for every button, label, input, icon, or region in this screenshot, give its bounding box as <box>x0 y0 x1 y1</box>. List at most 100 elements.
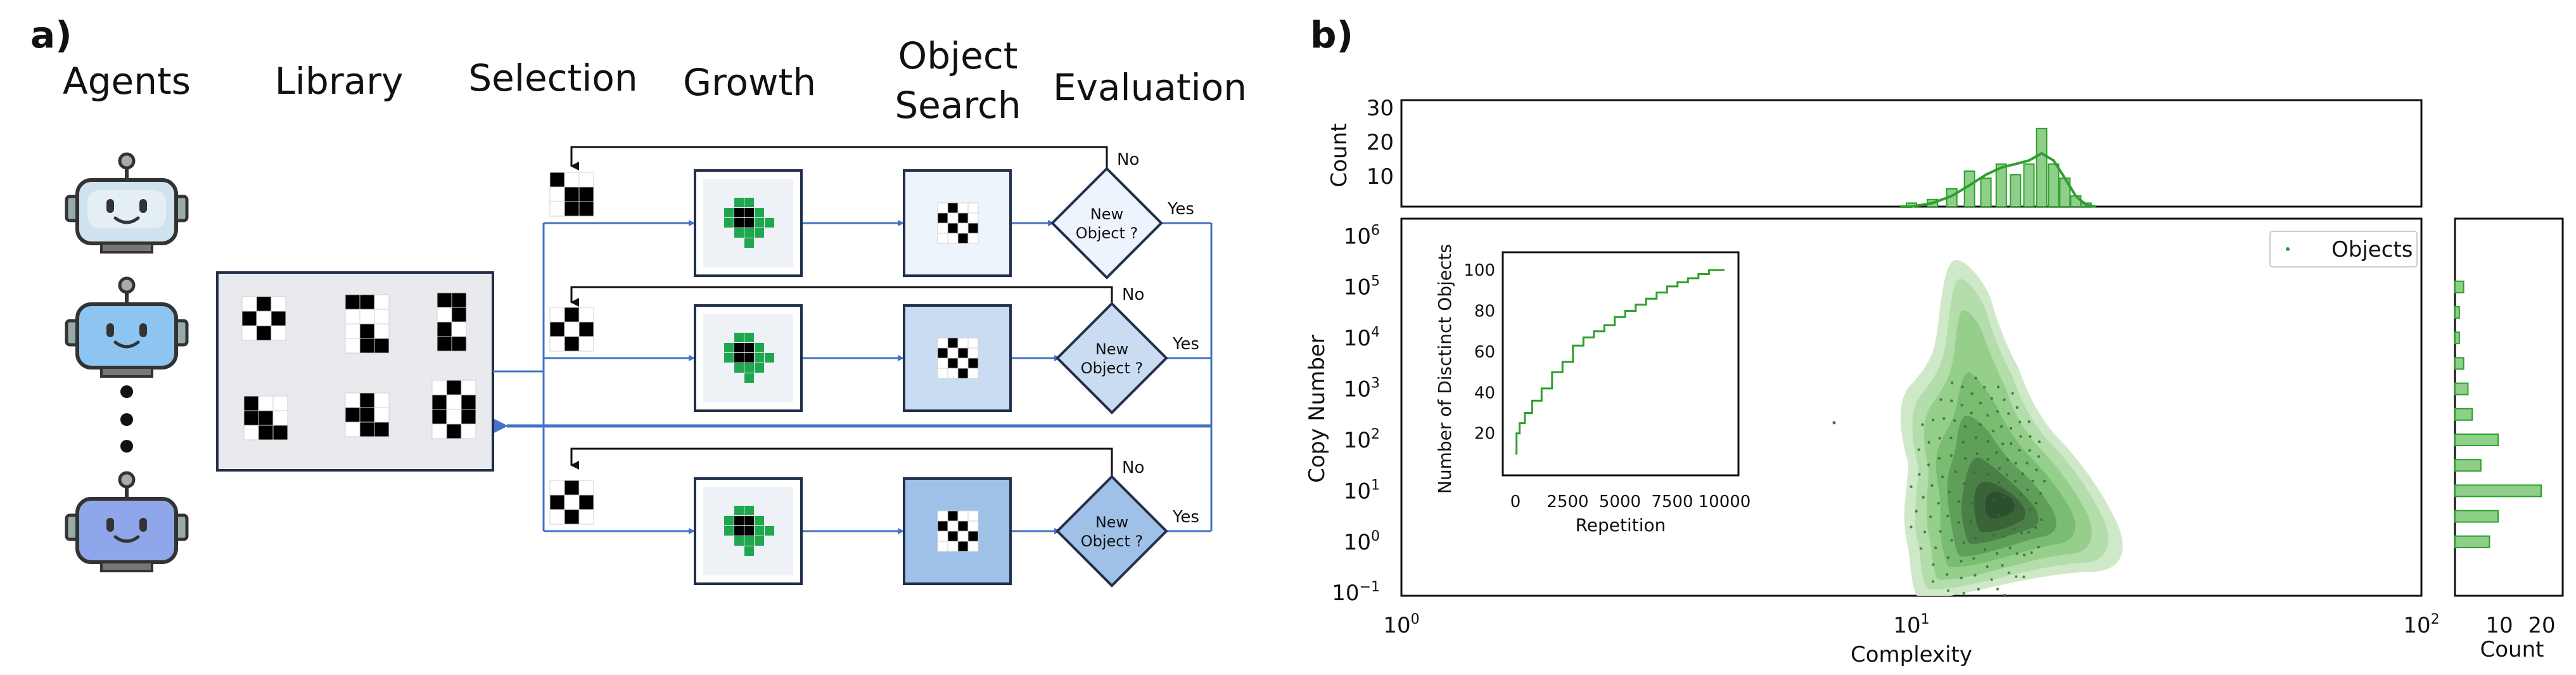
object-point <box>1986 414 1989 417</box>
object-point <box>2030 551 2033 555</box>
growth-cell <box>724 516 734 525</box>
no-label: No <box>1117 150 1139 169</box>
object-point <box>1957 521 1960 524</box>
object-point <box>1946 573 1949 576</box>
pattern-cell <box>461 380 476 395</box>
growth-cell <box>744 363 754 373</box>
pattern-cell <box>937 541 948 552</box>
object-point <box>1974 376 1977 380</box>
pattern-cell <box>967 357 979 369</box>
object-point <box>1930 484 1934 487</box>
robot-agent-icon <box>65 152 189 254</box>
pattern-cell <box>359 392 375 408</box>
decision-diamond <box>1055 475 1168 588</box>
pattern-cell <box>947 368 959 379</box>
pattern-cell <box>271 311 286 326</box>
pattern-cell <box>374 421 390 437</box>
object-point <box>1949 436 1953 440</box>
object-point <box>1918 473 1921 476</box>
decision-diamond <box>1055 302 1168 415</box>
header-library: Library <box>275 60 404 103</box>
object-point <box>1942 417 1946 420</box>
object-point <box>1974 536 1977 540</box>
pattern-cell <box>947 212 959 224</box>
object-point <box>1999 425 2003 428</box>
right-histogram-frame <box>2454 217 2564 597</box>
object-point <box>2013 527 2016 530</box>
object-point <box>2043 480 2046 483</box>
pattern-cell <box>578 509 594 525</box>
top-hist-kde <box>1900 151 2096 208</box>
pattern-cell <box>967 212 979 224</box>
object-point <box>1970 392 1973 395</box>
pattern-cell <box>549 480 565 496</box>
pattern-cell <box>967 222 979 234</box>
growth-object-cell <box>744 526 754 536</box>
library-patterns <box>241 292 476 440</box>
right-histogram <box>2454 280 2542 548</box>
object-point <box>1946 514 1949 518</box>
object-point <box>2028 508 2032 511</box>
main-yticks: 10−1 100 101 102 103 104 105 106 <box>1332 222 1380 606</box>
object-point <box>1986 565 1989 569</box>
robot-smile <box>113 216 140 224</box>
panel-a-label: a) <box>30 13 72 56</box>
object-point <box>1910 525 1913 529</box>
top-hist-bar <box>2036 127 2048 207</box>
pattern-cell <box>359 421 375 437</box>
inset-ticks: 0 2500 5000 7500 10000 20 40 60 80 100 <box>1463 261 1750 511</box>
object-point <box>1973 574 1977 577</box>
pattern-cell <box>272 425 288 440</box>
yes-label: Yes <box>1167 200 1194 219</box>
pattern-cell <box>345 421 360 437</box>
object-point <box>1962 541 1965 544</box>
pattern-cell <box>359 294 375 310</box>
right-hist-bar <box>2454 459 2482 472</box>
main-xlabel: Complexity <box>1851 642 1972 667</box>
pattern-cell <box>947 541 959 552</box>
object-point <box>2001 442 2005 446</box>
main-xtick: 100 <box>1383 612 1419 638</box>
pattern-cell <box>947 233 959 244</box>
robot-antenna-tip <box>118 152 136 170</box>
object-point <box>1989 608 1991 610</box>
object-point <box>1950 539 1953 542</box>
pattern-cell <box>957 202 969 214</box>
object-point <box>2019 435 2022 438</box>
object-point <box>2027 530 2031 534</box>
object-point <box>1997 513 2000 517</box>
pattern-cell <box>256 296 272 312</box>
pattern-cell <box>243 410 259 426</box>
object-point <box>2008 546 2012 550</box>
growth-cell <box>755 218 764 228</box>
growth-cell <box>755 353 764 363</box>
top-hist-ytick: 20 <box>1367 130 1394 155</box>
pattern-cell <box>437 307 452 323</box>
pattern-cell <box>451 321 467 337</box>
header-selection: Selection <box>468 56 637 100</box>
right-hist-xlabel: Count <box>2480 637 2544 662</box>
object-point <box>1946 589 1950 593</box>
robot-face <box>87 190 166 228</box>
object-point <box>1948 490 1951 494</box>
object-point <box>1992 534 1995 537</box>
pattern-cell <box>271 325 286 341</box>
growth-cell <box>765 353 774 363</box>
inset-xtick: 10000 <box>1699 492 1751 511</box>
robot-agent-icon <box>65 471 189 572</box>
object-point <box>1991 429 1995 433</box>
right-hist-bar <box>2454 357 2464 370</box>
pattern-cell <box>437 321 452 337</box>
legend-marker <box>2286 247 2290 251</box>
object-point <box>1984 524 1987 527</box>
object-point <box>1922 496 1925 499</box>
main-ytick: 102 <box>1344 427 1380 453</box>
object-point <box>2037 546 2040 549</box>
growth-cell <box>755 516 764 525</box>
main-ytick: 100 <box>1344 529 1380 555</box>
main-plot-frame <box>1400 217 2423 597</box>
object-point <box>2002 535 2005 538</box>
object-point <box>1967 605 1969 608</box>
object-point <box>1931 580 1935 583</box>
inset-xtick: 2500 <box>1546 492 1588 511</box>
